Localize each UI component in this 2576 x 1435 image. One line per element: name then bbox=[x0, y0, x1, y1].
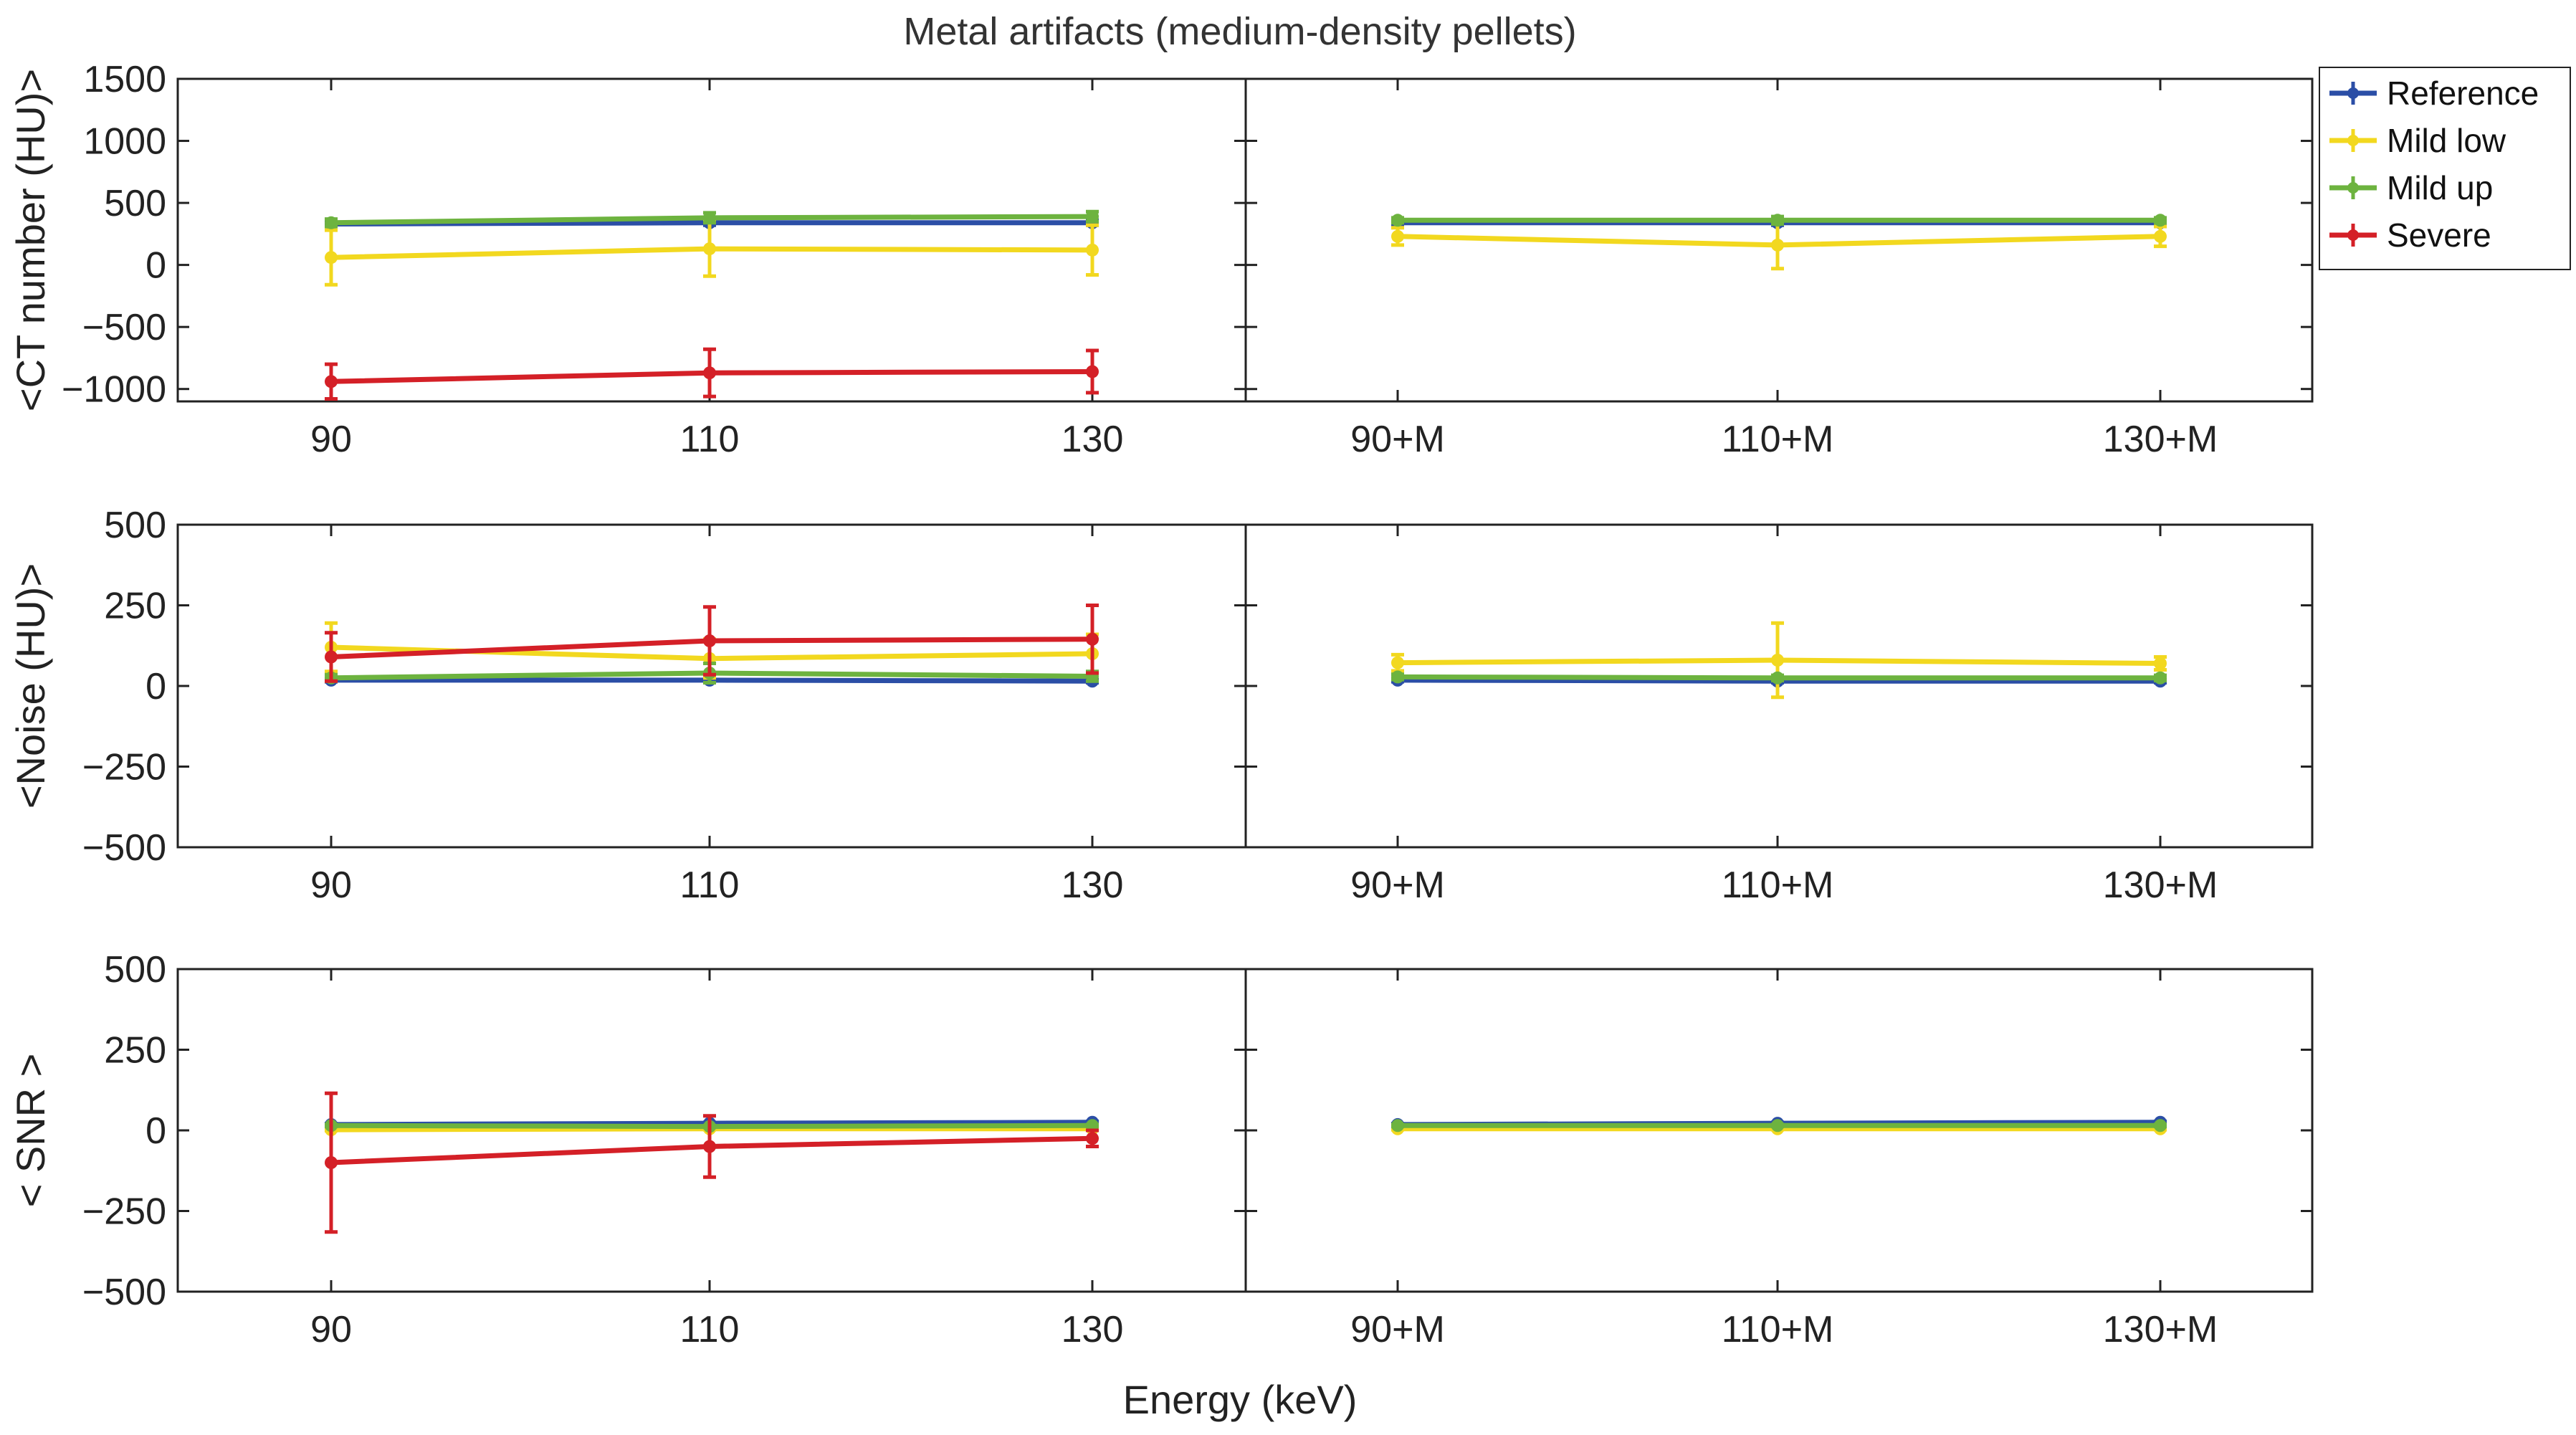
series-mild-low bbox=[325, 219, 1099, 287]
legend-swatch-marker bbox=[2347, 135, 2359, 146]
x-tick-label: 90+M bbox=[1350, 419, 1445, 460]
series-mild-up bbox=[1391, 214, 2167, 227]
data-point bbox=[2154, 671, 2167, 685]
x-tick-label: 130 bbox=[1062, 419, 1124, 460]
x-tick-label: 110+M bbox=[1722, 864, 1834, 906]
panel-1: 1500 1000 500 0 −500 −1000<CT number (HU)> 90 1… bbox=[8, 59, 2314, 460]
y-tick-label: 0 bbox=[146, 245, 166, 287]
y-tick-label: 500 bbox=[104, 949, 166, 991]
data-point bbox=[1771, 238, 1784, 252]
series-mild-up bbox=[325, 209, 1099, 229]
y-tick-label: −500 bbox=[82, 827, 166, 869]
data-point bbox=[325, 375, 338, 388]
series-mild-up bbox=[1391, 670, 2167, 685]
data-point bbox=[703, 211, 716, 224]
x-tick-label: 90 bbox=[310, 864, 352, 906]
y-tick-label: 250 bbox=[104, 586, 166, 627]
series-mild-low bbox=[1391, 219, 2167, 271]
data-point bbox=[1086, 1132, 1099, 1145]
data-point bbox=[1086, 632, 1099, 646]
y-tick-label: 0 bbox=[146, 666, 166, 707]
legend-swatch-marker bbox=[2347, 87, 2359, 99]
data-point bbox=[1391, 214, 1404, 227]
series-severe bbox=[325, 347, 1099, 401]
data-point bbox=[703, 634, 716, 647]
x-tick-label: 110+M bbox=[1722, 419, 1834, 460]
data-point bbox=[2154, 229, 2167, 243]
data-point bbox=[703, 242, 716, 256]
legend: Reference Mild low Mild up Severe bbox=[2319, 67, 2571, 270]
data-point bbox=[2154, 214, 2167, 227]
y-axis-label: <CT number (HU)> bbox=[8, 69, 53, 411]
series-severe bbox=[325, 1091, 1099, 1234]
legend-swatch-marker bbox=[2347, 182, 2359, 194]
legend-swatch-marker bbox=[2347, 229, 2359, 241]
data-point bbox=[703, 366, 716, 380]
x-tick-label: 90+M bbox=[1350, 864, 1445, 906]
legend-label: Severe bbox=[2387, 216, 2491, 254]
data-point bbox=[703, 1140, 716, 1153]
x-tick-label: 110 bbox=[680, 864, 740, 906]
data-point bbox=[1771, 214, 1784, 227]
data-point bbox=[2154, 657, 2167, 670]
data-point bbox=[1086, 365, 1099, 378]
series-mild-low bbox=[1391, 621, 2167, 700]
series-severe bbox=[325, 604, 1099, 683]
data-point bbox=[1771, 671, 1784, 685]
data-point bbox=[1086, 210, 1099, 224]
series-mild-up bbox=[1391, 1119, 2167, 1133]
legend-label: Mild up bbox=[2387, 169, 2493, 206]
y-tick-label: 0 bbox=[146, 1110, 166, 1152]
y-tick-label: −250 bbox=[82, 1191, 166, 1233]
y-tick-label: −250 bbox=[82, 747, 166, 788]
y-tick-label: −500 bbox=[82, 1272, 166, 1313]
data-point bbox=[1391, 1119, 1404, 1133]
panel-3: 500 250 0 −250 −500 < SNR > 90 110 130 90+M 110+M 1… bbox=[8, 949, 2314, 1350]
data-point bbox=[1391, 656, 1404, 669]
data-point bbox=[1086, 243, 1099, 257]
legend-label: Reference bbox=[2387, 75, 2539, 112]
data-point bbox=[325, 1156, 338, 1169]
x-tick-label: 130+M bbox=[2103, 1309, 2218, 1350]
data-point bbox=[325, 216, 338, 229]
x-axis-label: Energy (keV) bbox=[1123, 1377, 1358, 1422]
y-tick-label: 250 bbox=[104, 1030, 166, 1072]
y-tick-label: 500 bbox=[104, 505, 166, 546]
data-point bbox=[1391, 670, 1404, 684]
data-point bbox=[1771, 654, 1784, 667]
chart-title: Metal artifacts (medium-density pellets) bbox=[903, 10, 1576, 53]
y-tick-label: −500 bbox=[82, 307, 166, 348]
panel-2: 500 250 0 −250 −500 <Noise (HU)> 90 110 130 90+M 1… bbox=[8, 505, 2314, 906]
y-tick-label: 500 bbox=[104, 183, 166, 224]
data-point bbox=[1391, 229, 1404, 243]
x-tick-label: 90 bbox=[310, 419, 352, 460]
legend-item-mild-up: Mild up bbox=[2329, 169, 2493, 206]
data-point bbox=[325, 650, 338, 664]
y-axis-label: <Noise (HU)> bbox=[8, 563, 53, 809]
x-tick-label: 130+M bbox=[2103, 864, 2218, 906]
legend-item-mild-low: Mild low bbox=[2329, 122, 2506, 159]
y-tick-label: 1500 bbox=[83, 59, 166, 100]
data-point bbox=[2154, 1119, 2167, 1133]
y-tick-label: −1000 bbox=[62, 369, 166, 411]
legend-item-severe: Severe bbox=[2329, 216, 2491, 254]
x-tick-label: 130+M bbox=[2103, 419, 2218, 460]
y-tick-label: 1000 bbox=[83, 121, 166, 163]
x-tick-label: 130 bbox=[1062, 864, 1124, 906]
x-tick-label: 90+M bbox=[1350, 1309, 1445, 1350]
x-tick-label: 110 bbox=[680, 419, 740, 460]
legend-item-reference: Reference bbox=[2329, 75, 2539, 112]
data-point bbox=[1771, 1119, 1784, 1133]
plot-area: 1500 1000 500 0 −500 −1000<CT number (HU)> 90 1… bbox=[8, 59, 2314, 1350]
y-axis-label: < SNR > bbox=[8, 1054, 53, 1208]
x-tick-label: 110+M bbox=[1722, 1309, 1834, 1350]
legend-label: Mild low bbox=[2387, 122, 2506, 159]
x-tick-label: 90 bbox=[310, 1309, 352, 1350]
x-tick-label: 130 bbox=[1062, 1309, 1124, 1350]
data-point bbox=[325, 251, 338, 264]
x-tick-label: 110 bbox=[680, 1309, 740, 1350]
